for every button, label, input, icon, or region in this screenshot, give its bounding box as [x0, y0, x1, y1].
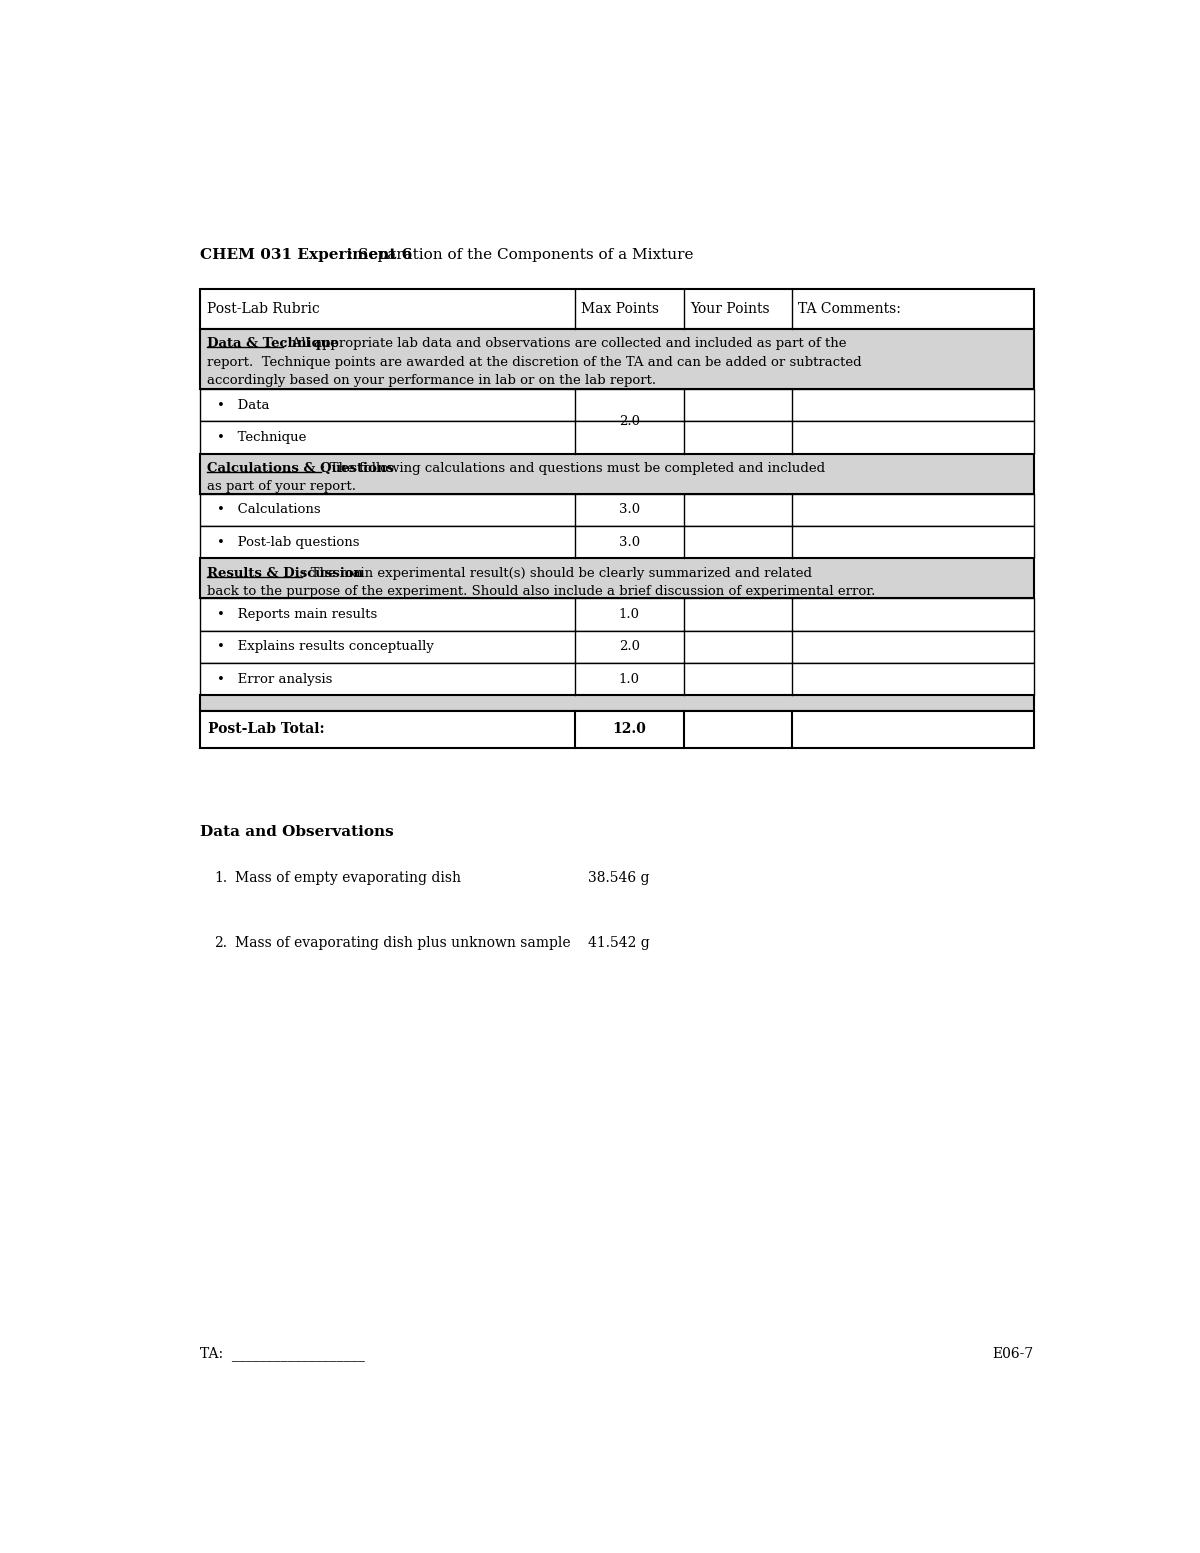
Text: 38.546 g: 38.546 g — [588, 871, 649, 885]
Text: •   Calculations: • Calculations — [217, 503, 322, 516]
Text: 2.: 2. — [215, 936, 227, 950]
Text: 1.: 1. — [215, 871, 228, 885]
Text: TA Comments:: TA Comments: — [798, 301, 901, 315]
Text: as part of your report.: as part of your report. — [206, 480, 355, 494]
Text: •   Technique: • Technique — [217, 430, 307, 444]
Bar — [200, 558, 1033, 598]
Text: Calculations & Questions: Calculations & Questions — [206, 463, 394, 475]
Bar — [200, 388, 1033, 421]
Bar — [200, 598, 1033, 631]
Text: : All appropriate lab data and observations are collected and included as part o: : All appropriate lab data and observati… — [283, 337, 846, 351]
Text: Post-Lab Rubric: Post-Lab Rubric — [206, 301, 319, 315]
Bar — [200, 631, 1033, 663]
Text: 2.0: 2.0 — [619, 415, 640, 427]
Text: Mass of evaporating dish plus unknown sample: Mass of evaporating dish plus unknown sa… — [235, 936, 571, 950]
Text: : The following calculations and questions must be completed and included: : The following calculations and questio… — [320, 463, 826, 475]
Text: •   Explains results conceptually: • Explains results conceptually — [217, 640, 434, 654]
Text: 1.0: 1.0 — [619, 607, 640, 621]
Text: •   Error analysis: • Error analysis — [217, 672, 332, 686]
Bar — [200, 453, 1033, 494]
Text: CHEM 031 Experiment 6: CHEM 031 Experiment 6 — [200, 248, 413, 262]
Bar — [200, 289, 1033, 329]
Text: Results & Discussion: Results & Discussion — [206, 567, 362, 579]
Bar — [200, 711, 1033, 747]
Text: report.  Technique points are awarded at the discretion of the TA and can be add: report. Technique points are awarded at … — [206, 356, 862, 368]
Text: •   Data: • Data — [217, 399, 270, 412]
Bar — [200, 696, 1033, 711]
Text: 3.0: 3.0 — [619, 536, 640, 548]
Text: •   Reports main results: • Reports main results — [217, 607, 378, 621]
Text: 3.0: 3.0 — [619, 503, 640, 516]
Text: 1.0: 1.0 — [619, 672, 640, 686]
Text: 2.0: 2.0 — [619, 640, 640, 654]
Text: Post-Lab Total:: Post-Lab Total: — [208, 722, 325, 736]
Bar — [200, 421, 1033, 453]
Text: E06-7: E06-7 — [992, 1346, 1033, 1360]
Bar — [200, 329, 1033, 388]
Text: Data & Technique: Data & Technique — [206, 337, 338, 351]
Text: Your Points: Your Points — [690, 301, 769, 315]
Text: back to the purpose of the experiment. Should also include a brief discussion of: back to the purpose of the experiment. S… — [206, 585, 875, 598]
Text: •   Post-lab questions: • Post-lab questions — [217, 536, 360, 548]
Text: 41.542 g: 41.542 g — [588, 936, 649, 950]
Text: Data and Observations: Data and Observations — [200, 825, 394, 839]
Text: TA:  ___________________: TA: ___________________ — [200, 1346, 365, 1360]
Bar — [200, 663, 1033, 696]
Text: : Separation of the Components of a Mixture: : Separation of the Components of a Mixt… — [348, 248, 694, 262]
Text: : The main experimental result(s) should be clearly summarized and related: : The main experimental result(s) should… — [302, 567, 812, 579]
Bar — [200, 494, 1033, 526]
Text: accordingly based on your performance in lab or on the lab report.: accordingly based on your performance in… — [206, 374, 655, 387]
Text: Mass of empty evaporating dish: Mass of empty evaporating dish — [235, 871, 461, 885]
Text: 12.0: 12.0 — [612, 722, 647, 736]
Bar — [200, 526, 1033, 558]
Text: Max Points: Max Points — [582, 301, 660, 315]
